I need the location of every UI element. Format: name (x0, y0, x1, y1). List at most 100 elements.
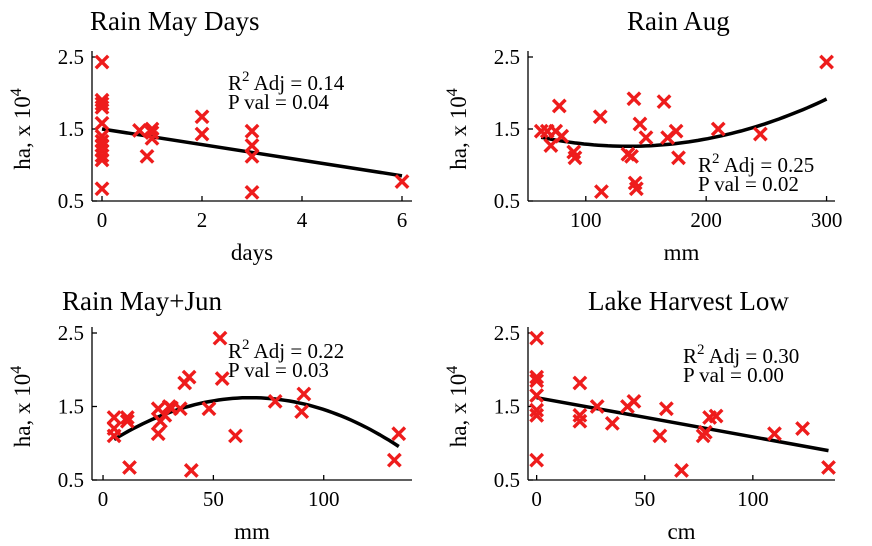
data-point (592, 109, 608, 125)
x-axis-label: cm (667, 519, 695, 544)
x-tick-label: 6 (397, 208, 408, 232)
r2-exponent: 2 (697, 342, 705, 358)
y-tick-label: 2.5 (58, 321, 84, 345)
y-tick-label: 1.5 (58, 395, 84, 419)
x-tick-label: 100 (308, 487, 340, 511)
y-tick-label: 1.5 (58, 117, 84, 141)
y-tick-label: 1.5 (494, 395, 520, 419)
data-point (589, 399, 605, 414)
r2-annotation: R2 Adj = 0.25 (698, 151, 814, 177)
chart-title: Lake Harvest Low (588, 286, 789, 316)
r2-annotation: R2 Adj = 0.22 (228, 337, 344, 363)
data-point (671, 150, 686, 166)
data-point (394, 174, 410, 189)
data-point (529, 369, 545, 385)
data-point (795, 421, 810, 436)
data-point (94, 96, 110, 112)
data-point (119, 413, 135, 429)
data-point (752, 126, 768, 142)
data-point (244, 138, 260, 153)
data-point (94, 115, 110, 131)
y-tick-label: 2.5 (494, 321, 520, 345)
data-point (214, 371, 230, 386)
data-point (819, 54, 834, 70)
data-point (638, 130, 654, 146)
data-point (529, 373, 545, 389)
x-tick-label: 0 (97, 208, 108, 232)
data-point (567, 150, 583, 166)
panel-4: Lake Harvest Low 0 50 100 0.5 1.5 2.5 cm ha, x 1… (444, 286, 836, 544)
data-point (529, 407, 545, 423)
x-tick-label: 2 (197, 208, 208, 232)
r2-value: Adj = 0.25 (720, 153, 815, 177)
data-point (710, 121, 726, 137)
data-point (708, 408, 724, 424)
y-axis-label: ha, x 104 (8, 366, 35, 447)
r2-exponent: 2 (712, 151, 720, 167)
y-axis-label-exponent: 4 (444, 88, 461, 96)
y-axis-label-text: ha, x 10 (10, 374, 35, 447)
y-axis-label: ha, x 104 (444, 366, 471, 447)
data-point (106, 428, 122, 444)
x-tick-label: 300 (811, 208, 843, 232)
data-point (697, 424, 713, 440)
data-point (144, 130, 160, 146)
x-tick-label: 50 (634, 487, 655, 511)
data-point (201, 401, 217, 417)
data-point (626, 393, 642, 409)
data-point (821, 460, 836, 475)
y-axis-label-exponent: 4 (8, 366, 25, 374)
data-point (94, 99, 110, 115)
data-point (228, 428, 243, 444)
pval-annotation: P val = 0.03 (228, 358, 329, 382)
data-point (767, 426, 782, 442)
pval-annotation: P val = 0.04 (228, 90, 329, 114)
x-axis-label: days (231, 240, 273, 265)
data-point (122, 460, 137, 475)
data-point (94, 181, 110, 197)
y-tick-label: 2.5 (58, 45, 84, 69)
data-point (172, 401, 188, 417)
data-point (106, 410, 122, 425)
panel-3: Rain May+Jun 0 50 100 0.5 1.5 2.5 mm ha, x 104 R2… (8, 286, 412, 544)
r2-symbol: R (698, 153, 712, 177)
data-point (628, 181, 644, 197)
data-point (594, 184, 609, 200)
x-tick-label: 0 (98, 487, 109, 511)
fit-line (540, 97, 828, 149)
r2-exponent: 2 (242, 337, 250, 353)
data-point (139, 148, 155, 164)
data-point (626, 91, 642, 107)
data-point (572, 375, 588, 391)
x-tick-label: 4 (297, 208, 308, 232)
data-point (244, 184, 260, 200)
chart-title: Rain May+Jun (62, 286, 222, 316)
y-axis-label-exponent: 4 (8, 88, 25, 96)
data-point (244, 148, 260, 164)
y-axis-label: ha, x 104 (444, 88, 471, 169)
x-tick-label: 50 (203, 487, 224, 511)
data-point (652, 428, 668, 444)
data-point (624, 148, 639, 164)
pval-annotation: P val = 0.02 (698, 172, 799, 196)
fit-line (113, 395, 400, 448)
data-point (119, 410, 135, 425)
data-point (212, 330, 228, 346)
data-point (529, 330, 545, 346)
chart-title: Rain Aug (627, 6, 730, 36)
r2-symbol: R (228, 71, 242, 95)
y-tick-label: 2.5 (494, 45, 520, 69)
data-point (604, 416, 620, 431)
data-point (144, 121, 160, 137)
y-tick-label: 0.5 (494, 189, 520, 213)
r2-value: Adj = 0.14 (250, 71, 345, 95)
data-point (294, 404, 310, 420)
r2-annotation: R2 Adj = 0.30 (683, 342, 799, 368)
data-point (391, 426, 407, 442)
data-point (386, 452, 402, 468)
y-axis-label-text: ha, x 10 (10, 96, 35, 169)
y-tick-label: 1.5 (494, 117, 520, 141)
data-point (551, 98, 567, 114)
data-point (656, 94, 672, 110)
